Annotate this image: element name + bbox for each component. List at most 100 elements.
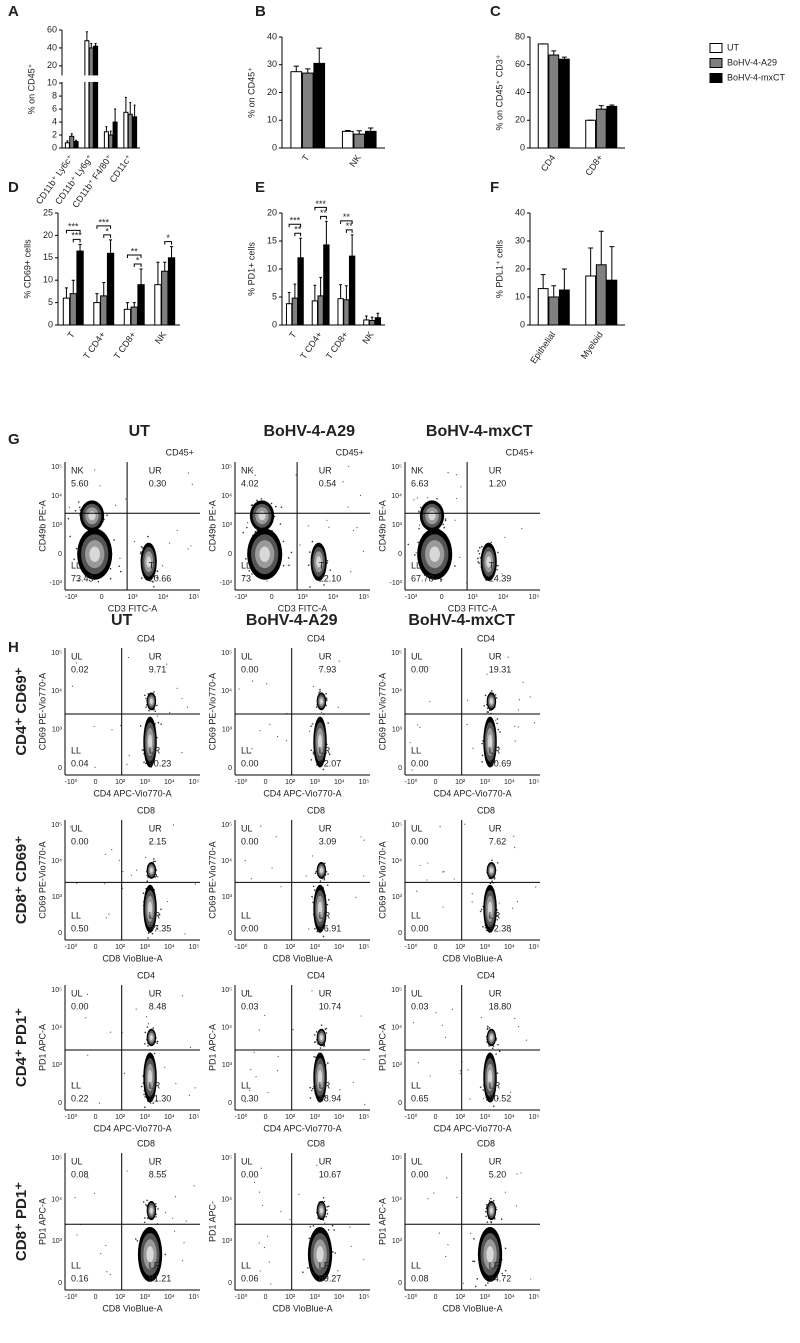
event-dot (477, 550, 479, 552)
event-dot (126, 1170, 128, 1172)
y-tick-label: 5 (48, 297, 53, 307)
x-tick-label: 10³ (480, 944, 491, 951)
event-dot (486, 1028, 489, 1030)
column-title: BoHV-4-A29 (246, 612, 338, 629)
density-contour (316, 1246, 324, 1263)
y-tick-label: 10³ (392, 522, 403, 529)
significance-bracket (133, 263, 142, 267)
event-dot (185, 1220, 187, 1222)
quadrant-value: 7.93 (319, 664, 337, 674)
density-contour (486, 556, 492, 568)
event-dot (305, 875, 307, 877)
x-tick-label: 10² (455, 1114, 466, 1121)
error-bar (319, 276, 322, 296)
y-tick-label: 10 (267, 263, 277, 273)
event-dot (326, 930, 329, 932)
event-dot (155, 875, 158, 877)
event-dot (144, 1106, 146, 1109)
quadrant-name: LL (411, 1260, 421, 1270)
significance-bracket (65, 229, 81, 234)
x-tick-label: 10⁴ (164, 944, 175, 951)
quadrant-name: UR (319, 651, 332, 661)
event-dot (261, 1204, 264, 1207)
y-tick-label: 10 (267, 115, 277, 125)
event-dot (490, 1221, 493, 1224)
y-tick-label: 10⁴ (391, 1197, 402, 1204)
event-dot (166, 663, 168, 665)
event-dot (444, 518, 447, 520)
error-bar (85, 31, 88, 41)
quadrant-name: UR (149, 465, 162, 475)
y-tick-label: 6 (52, 103, 57, 113)
x-axis-label: CD8 VioBlue-A (442, 1303, 502, 1313)
panel-letter: F (490, 179, 499, 196)
bar (137, 284, 145, 326)
event-dot (309, 1086, 312, 1089)
event-dot (497, 728, 500, 731)
quadrant-value: 0.30 (241, 1093, 259, 1103)
y-tick-label: 40 (515, 207, 525, 217)
bar (103, 131, 109, 149)
quadrant-value: 20.66 (149, 573, 172, 583)
row-label: CD8⁺ PD1⁺ (13, 1182, 30, 1261)
gate-label: CD8 (477, 1138, 495, 1148)
event-dot (184, 933, 186, 935)
event-dot (494, 877, 496, 879)
event-dot (324, 1028, 327, 1031)
event-dot (168, 542, 171, 544)
event-dot (325, 699, 328, 702)
quadrant-value: 0.00 (241, 923, 259, 933)
quadrant-name: LL (411, 560, 421, 570)
bar (606, 105, 618, 149)
event-dot (492, 1045, 495, 1047)
panel-letter: C (490, 3, 501, 20)
significance-label: *** (98, 217, 109, 227)
event-dot (311, 895, 313, 898)
y-tick-label: 40 (267, 31, 277, 41)
event-dot (152, 581, 154, 583)
legend-label: BoHV-4-A29 (727, 57, 777, 67)
y-tick-label: 40 (515, 87, 525, 97)
event-dot (488, 1200, 491, 1202)
event-dot (324, 1095, 326, 1098)
bar (297, 257, 304, 326)
event-dot (413, 499, 415, 501)
quadrant-value: 0.03 (411, 1001, 429, 1011)
event-dot (248, 1089, 251, 1092)
event-dot (492, 1105, 495, 1108)
event-dot (258, 1029, 260, 1031)
error-bar (365, 315, 368, 320)
x-axis-label: CD4 APC-Vio770-A (433, 788, 511, 798)
event-dot (348, 465, 350, 467)
event-dot (319, 1047, 322, 1049)
event-dot (328, 753, 331, 756)
x-tick-label: 10³ (480, 1114, 491, 1121)
error-bar (114, 108, 117, 123)
error-bar (94, 42, 97, 47)
event-dot (147, 877, 149, 879)
x-tick-label: 10⁵ (359, 1294, 370, 1301)
y-tick-label: 0 (228, 765, 232, 772)
event-dot (478, 562, 480, 564)
event-dot (514, 1017, 516, 1020)
y-axis-label: CD69 PE-Vio770-A (377, 673, 387, 750)
density-contour (486, 1246, 494, 1263)
error-bar (561, 56, 567, 60)
event-dot (248, 570, 251, 572)
event-dot (314, 927, 316, 930)
event-dot (486, 711, 489, 713)
quadrant-value: 0.00 (241, 1169, 259, 1179)
quadrant-name: UR (489, 465, 502, 475)
event-dot (501, 1272, 504, 1275)
event-dot (259, 1270, 261, 1272)
x-tick-label: -10⁰ (405, 943, 418, 951)
event-dot (517, 726, 519, 728)
event-dot (320, 1024, 323, 1027)
event-dot (419, 726, 421, 729)
event-dot (311, 540, 314, 543)
event-dot (440, 580, 442, 582)
event-dot (308, 1237, 311, 1240)
event-dot (498, 1050, 501, 1053)
event-dot (360, 1015, 362, 1017)
event-dot (94, 766, 96, 768)
